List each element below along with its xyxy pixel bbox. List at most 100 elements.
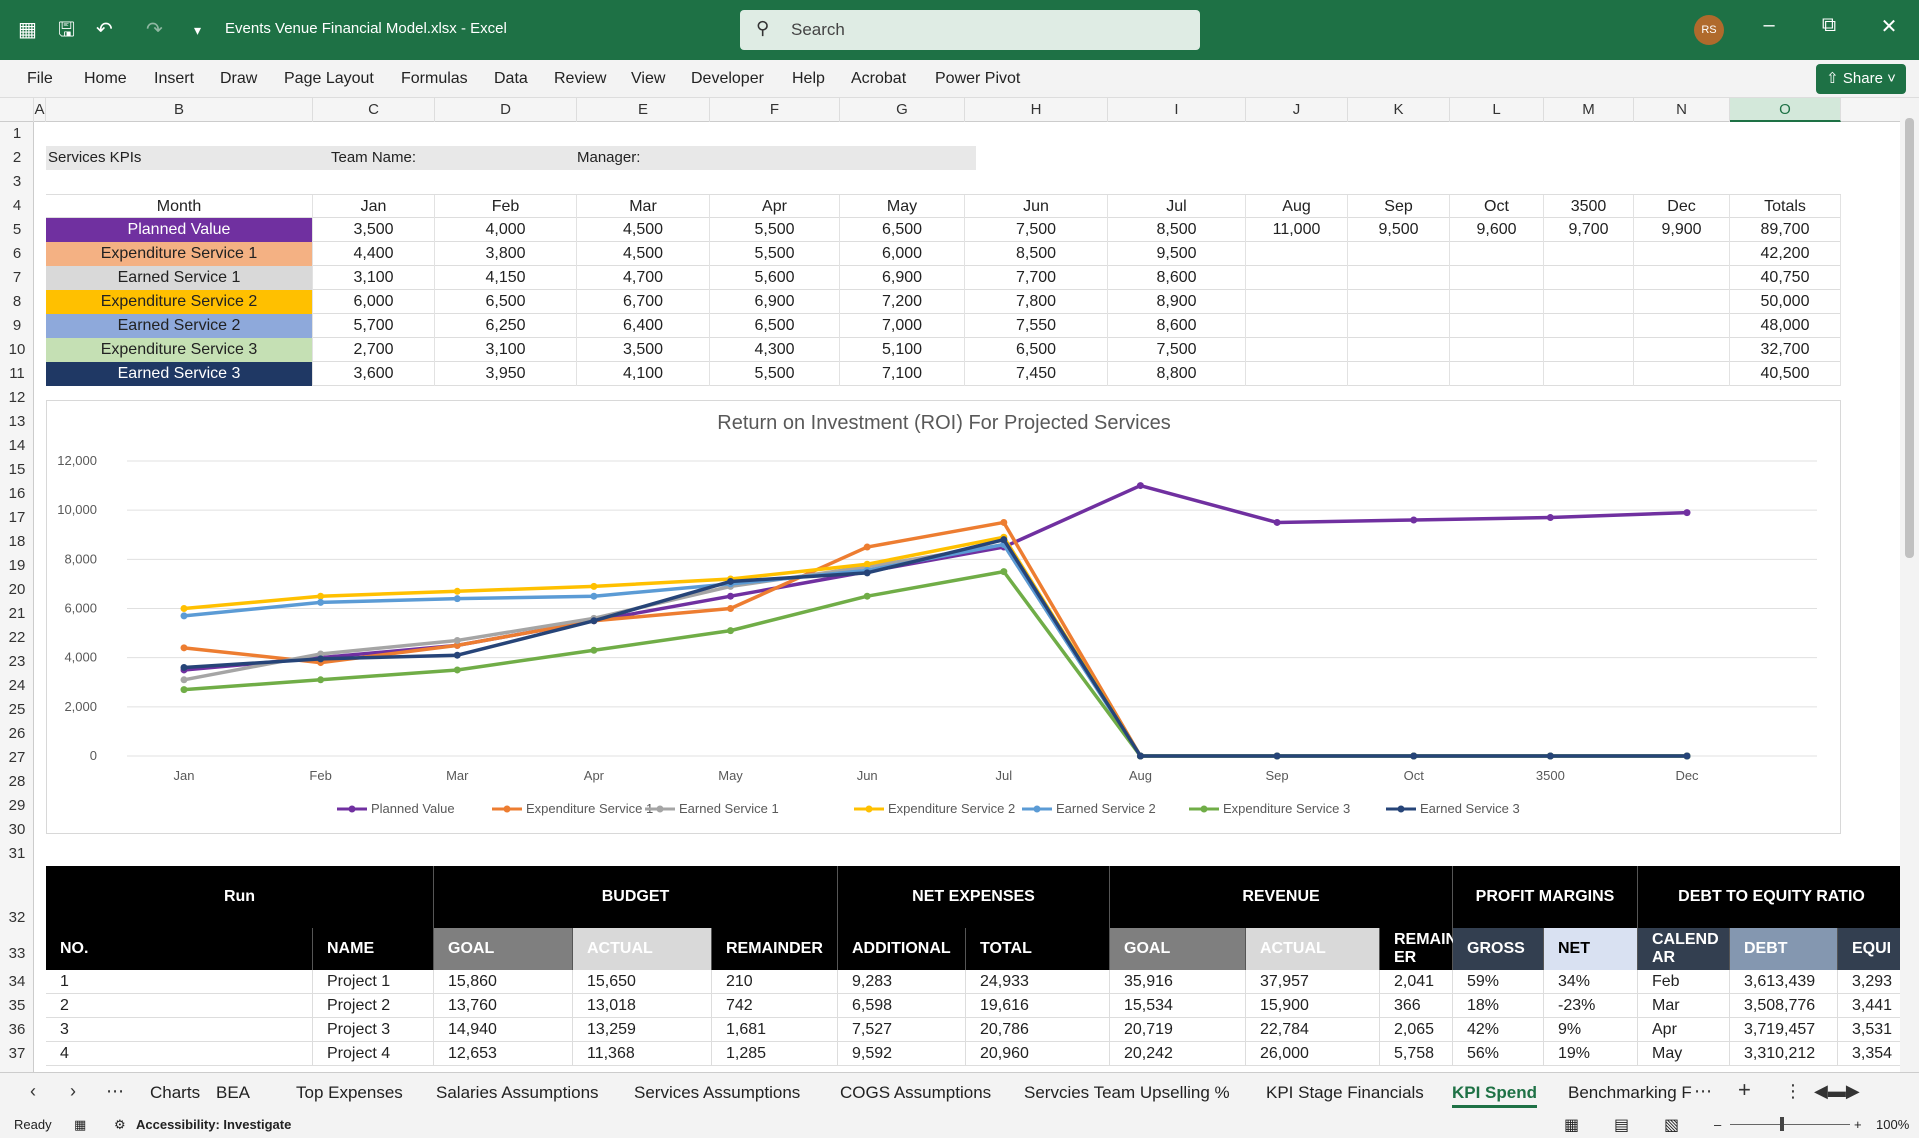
kpi-value-cell[interactable]: 40,500 [1730,362,1841,386]
vertical-scroll-thumb[interactable] [1905,118,1914,558]
kpi-value-cell[interactable] [1246,314,1348,338]
table-cell[interactable]: 210 [712,970,838,994]
table-cell[interactable]: 2,065 [1380,1018,1453,1042]
row-header-26[interactable]: 26 [8,725,26,742]
kpi-value-cell[interactable] [1634,242,1730,266]
kpi-value-cell[interactable]: 4,300 [710,338,840,362]
row-header-30[interactable]: 30 [8,821,26,838]
kpi-value-cell[interactable]: 4,100 [577,362,710,386]
minimize-icon[interactable]: – [1763,14,1775,36]
col-header-g[interactable]: G [840,98,965,122]
kpi-value-cell[interactable]: 48,000 [1730,314,1841,338]
table-cell[interactable]: 56% [1453,1042,1544,1066]
kpi-value-cell[interactable]: 4,000 [435,218,577,242]
kpi-value-cell[interactable] [1246,290,1348,314]
row-header-20[interactable]: 20 [8,581,26,598]
kpi-value-cell[interactable]: 6,500 [840,218,965,242]
table-cell[interactable]: 15,900 [1246,994,1380,1018]
kpi-value-cell[interactable]: 4,500 [577,242,710,266]
kpi-value-cell[interactable]: 7,550 [965,314,1108,338]
row-header-4[interactable]: 4 [12,197,22,214]
table-cell[interactable]: 18% [1453,994,1544,1018]
avatar[interactable]: RS [1694,15,1724,45]
table-cell[interactable]: 12,653 [434,1042,573,1066]
table-cell[interactable]: 24,933 [966,970,1110,994]
kpi-value-cell[interactable] [1634,314,1730,338]
close-icon[interactable]: ✕ [1880,16,1898,38]
kpi-row-label[interactable]: Expenditure Service 3 [46,338,313,362]
table-cell[interactable]: 1,285 [712,1042,838,1066]
kpi-value-cell[interactable]: 8,500 [965,242,1108,266]
select-all-corner[interactable] [0,98,34,122]
kpi-value-cell[interactable] [1544,362,1634,386]
kpi-value-cell[interactable]: 6,500 [710,314,840,338]
col-header-f[interactable]: F [710,98,840,122]
table-cell[interactable]: 3,310,212 [1730,1042,1838,1066]
col-header-c[interactable]: C [313,98,435,122]
kpi-value-cell[interactable]: 6,500 [435,290,577,314]
kpi-value-cell[interactable]: 3,100 [435,338,577,362]
kpi-value-cell[interactable]: 6,500 [965,338,1108,362]
kpi-value-cell[interactable] [1450,362,1544,386]
row-header-37[interactable]: 37 [8,1045,26,1062]
kpi-value-cell[interactable]: 3,500 [577,338,710,362]
accessibility-status[interactable]: Accessibility: Investigate [136,1117,292,1132]
kpi-value-cell[interactable]: 9,700 [1544,218,1634,242]
kpi-value-cell[interactable] [1634,290,1730,314]
kpi-value-cell[interactable]: 42,200 [1730,242,1841,266]
kpi-value-cell[interactable] [1246,242,1348,266]
kpi-value-cell[interactable]: 8,600 [1108,314,1246,338]
table-cell[interactable]: 15,534 [1110,994,1246,1018]
vertical-scrollbar[interactable] [1900,98,1919,1072]
kpi-row-label[interactable]: Planned Value [46,218,313,242]
col-header-i[interactable]: I [1108,98,1246,122]
col-header-l[interactable]: L [1450,98,1544,122]
row-header-29[interactable]: 29 [8,797,26,814]
row-header-15[interactable]: 15 [8,461,26,478]
kpi-value-cell[interactable]: 6,900 [710,290,840,314]
row-header-11[interactable]: 11 [9,365,25,382]
row-header-28[interactable]: 28 [8,773,26,790]
table-cell[interactable]: 42% [1453,1018,1544,1042]
table-cell[interactable]: Project 2 [313,994,434,1018]
kpi-value-cell[interactable]: 6,250 [435,314,577,338]
redo-icon[interactable]: ↷ [146,19,163,41]
kpi-value-cell[interactable]: 3,600 [313,362,435,386]
kpi-value-cell[interactable]: 5,500 [710,362,840,386]
table-cell[interactable]: 26,000 [1246,1042,1380,1066]
share-button[interactable]: ⇧ Share ˅ [1816,64,1906,94]
kpi-value-cell[interactable]: 3,500 [313,218,435,242]
table-cell[interactable]: 6,598 [838,994,966,1018]
table-cell[interactable]: 9,592 [838,1042,966,1066]
row-header-34[interactable]: 34 [8,973,26,990]
menu-review[interactable]: Review [554,70,607,87]
menu-formulas[interactable]: Formulas [401,70,468,87]
row-header-8[interactable]: 8 [12,293,22,310]
row-header-3[interactable]: 3 [12,173,22,190]
row-header-27[interactable]: 27 [8,749,26,766]
table-cell[interactable]: 3,531 [1838,1018,1900,1042]
zoom-in-icon[interactable]: + [1854,1117,1862,1132]
more-sheets-icon[interactable]: ⋯ [106,1081,124,1101]
row-header-31[interactable]: 31 [8,845,26,862]
page-break-view-icon[interactable]: ▧ [1664,1117,1680,1134]
table-cell[interactable]: 3,508,776 [1730,994,1838,1018]
menu-draw[interactable]: Draw [220,70,258,87]
sheet-tab[interactable]: Servcies Team Upselling % [1024,1083,1230,1102]
table-cell[interactable]: 3,293 [1838,970,1900,994]
zoom-level[interactable]: 100% [1876,1117,1910,1132]
worksheet-grid[interactable]: Services KPIs Team Name: Manager: Month J… [34,122,1900,1072]
kpi-value-cell[interactable] [1634,266,1730,290]
row-header-25[interactable]: 25 [8,701,26,718]
row-header-22[interactable]: 22 [8,629,26,646]
sheet-tab[interactable]: Charts [150,1083,201,1102]
kpi-value-cell[interactable]: 9,900 [1634,218,1730,242]
undo-icon[interactable]: ↶ [96,19,113,41]
col-header-e[interactable]: E [577,98,710,122]
kpi-value-cell[interactable] [1348,362,1450,386]
kpi-value-cell[interactable] [1450,338,1544,362]
zoom-slider[interactable] [1730,1124,1850,1125]
col-header-n[interactable]: N [1634,98,1730,122]
table-cell[interactable]: -23% [1544,994,1638,1018]
menu-help[interactable]: Help [792,70,825,87]
